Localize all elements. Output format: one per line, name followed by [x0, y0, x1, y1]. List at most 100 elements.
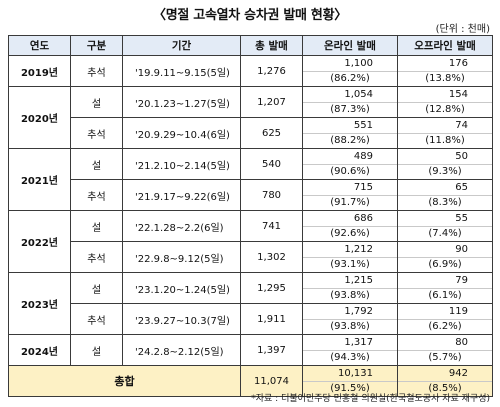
cell-total: 1,302: [240, 241, 303, 273]
cell-type: 설: [70, 334, 123, 366]
cell-total: 1,295: [240, 272, 303, 304]
cell-year: 2021년: [8, 148, 71, 211]
cell-offline: 65 (8.3%): [397, 179, 493, 211]
cell-online: 1,215 (93.8%): [302, 272, 398, 304]
offline-value: 74: [398, 119, 492, 134]
table-row: 2019년 추석 '19.9.11~9.15(5일) 1,276 1,100 (86.2%…: [8, 55, 493, 87]
header-year: 연도: [8, 35, 71, 56]
cell-online: 489 (90.6%): [302, 148, 398, 180]
cell-type: 추석: [70, 55, 123, 87]
total-offline-value: 942: [398, 367, 492, 382]
cell-offline: 90 (6.9%): [397, 241, 493, 273]
offline-value: 154: [398, 88, 492, 103]
cell-period: '22.1.28~2.2(6일): [122, 210, 241, 242]
cell-total: 625: [240, 117, 303, 149]
cell-online: 715 (91.7%): [302, 179, 398, 211]
offline-percent: (8.3%): [428, 197, 462, 208]
cell-total: 741: [240, 210, 303, 242]
online-value: 1,792: [303, 305, 397, 320]
offline-percent: (11.8%): [425, 135, 465, 146]
cell-total: 1,276: [240, 55, 303, 87]
total-online: 10,131 (91.5%): [302, 365, 398, 397]
cell-online: 1,100 (86.2%): [302, 55, 398, 87]
offline-percent: (9.3%): [428, 166, 462, 177]
cell-online: 1,212 (93.1%): [302, 241, 398, 273]
cell-period: '23.1.20~1.24(5일): [122, 272, 241, 304]
online-percent: (94.3%): [330, 352, 370, 363]
cell-total: 540: [240, 148, 303, 180]
online-value: 1,054: [303, 88, 397, 103]
cell-online: 551 (88.2%): [302, 117, 398, 149]
cell-year: 2023년: [8, 272, 71, 335]
total-label: 총합: [8, 365, 241, 397]
online-value: 551: [303, 119, 397, 134]
offline-percent: (6.1%): [428, 290, 462, 301]
offline-percent: (6.2%): [428, 321, 462, 332]
source-note: *자료 : 더불어민주당 민홍철 의원실(한국철도공사 자료 재구성): [251, 394, 490, 404]
cell-offline: 80 (5.7%): [397, 334, 493, 366]
cell-offline: 79 (6.1%): [397, 272, 493, 304]
cell-year: 2024년: [8, 334, 71, 366]
total-offline: 942 (8.5%): [397, 365, 493, 397]
offline-percent: (12.8%): [425, 104, 465, 115]
offline-value: 119: [398, 305, 492, 320]
table-row: 2023년 설 '23.1.20~1.24(5일) 1,295 1,215 (93.8%)…: [8, 272, 493, 335]
table-row: 추석 '23.9.27~10.3(7일) 1,911 1,792 (93.8%) 119(…: [9, 303, 493, 335]
header-type: 구분: [70, 35, 123, 56]
offline-percent: (13.8%): [425, 73, 465, 84]
offline-percent: (7.4%): [428, 228, 462, 239]
cell-offline: 176 (13.8%): [397, 55, 493, 87]
online-percent: (90.6%): [330, 166, 370, 177]
cell-total: 1,911: [240, 303, 303, 335]
cell-year: 2019년: [8, 55, 71, 87]
cell-total: 780: [240, 179, 303, 211]
online-value: 715: [303, 181, 397, 196]
online-percent: (92.6%): [330, 228, 370, 239]
offline-percent: (5.7%): [428, 352, 462, 363]
header-online: 온라인 발매: [302, 35, 398, 56]
cell-period: '22.9.8~9.12(5일): [122, 241, 241, 273]
total-online-value: 10,131: [303, 367, 397, 382]
offline-value: 176: [398, 57, 492, 72]
cell-period: '23.9.27~10.3(7일): [122, 303, 241, 335]
table-row: 2021년 설 '21.2.10~2.14(5일) 540 489 (90.6%) 50 (9…: [8, 148, 493, 211]
cell-online: 1,317 (94.3%): [302, 334, 398, 366]
offline-value: 79: [398, 274, 492, 289]
online-percent: (93.8%): [330, 321, 370, 332]
cell-online: 1,054 (87.3%): [302, 86, 398, 118]
offline-value: 65: [398, 181, 492, 196]
online-value: 1,100: [303, 57, 397, 72]
offline-value: 80: [398, 336, 492, 351]
cell-online: 686 (92.6%): [302, 210, 398, 242]
cell-type: 설: [70, 86, 123, 118]
cell-online: 1,792 (93.8%): [302, 303, 398, 335]
cell-offline: 50 (9.3%): [397, 148, 493, 180]
cell-type: 추석: [70, 179, 123, 211]
table-row: 추석 '21.9.17~9.22(6일) 780 715 (91.7%) 65 (8.3%): [9, 179, 493, 211]
table-row: 추석 '22.9.8~9.12(5일) 1,302 1,212 (93.1%) 90 (6.…: [9, 241, 493, 273]
cell-total: 1,207: [240, 86, 303, 118]
offline-value: 55: [398, 212, 492, 227]
cell-year: 2020년: [8, 86, 71, 149]
online-percent: (88.2%): [330, 135, 370, 146]
online-value: 1,317: [303, 336, 397, 351]
cell-offline: 119 (6.2%): [397, 303, 493, 335]
cell-period: '20.1.23~1.27(5일): [122, 86, 241, 118]
header-offline: 오프라인 발매: [397, 35, 493, 56]
total-online-percent: (91.5%): [330, 383, 370, 394]
cell-period: '21.9.17~9.22(6일): [122, 179, 241, 211]
cell-type: 추석: [70, 117, 123, 149]
online-value: 1,212: [303, 243, 397, 258]
cell-period: '19.9.11~9.15(5일): [122, 55, 241, 87]
offline-value: 90: [398, 243, 492, 258]
total-offline-percent: (8.5%): [428, 383, 462, 394]
cell-type: 추석: [70, 303, 123, 335]
table-body: 2019년 추석 '19.9.11~9.15(5일) 1,276 1,100 (86.2%…: [8, 55, 493, 397]
header-row: 연도 구분 기간 총 발매 온라인 발매 오프라인 발매: [8, 35, 493, 56]
header-total: 총 발매: [240, 35, 303, 56]
online-percent: (86.2%): [330, 73, 370, 84]
cell-year: 2022년: [8, 210, 71, 273]
cell-type: 추석: [70, 241, 123, 273]
online-value: 1,215: [303, 274, 397, 289]
